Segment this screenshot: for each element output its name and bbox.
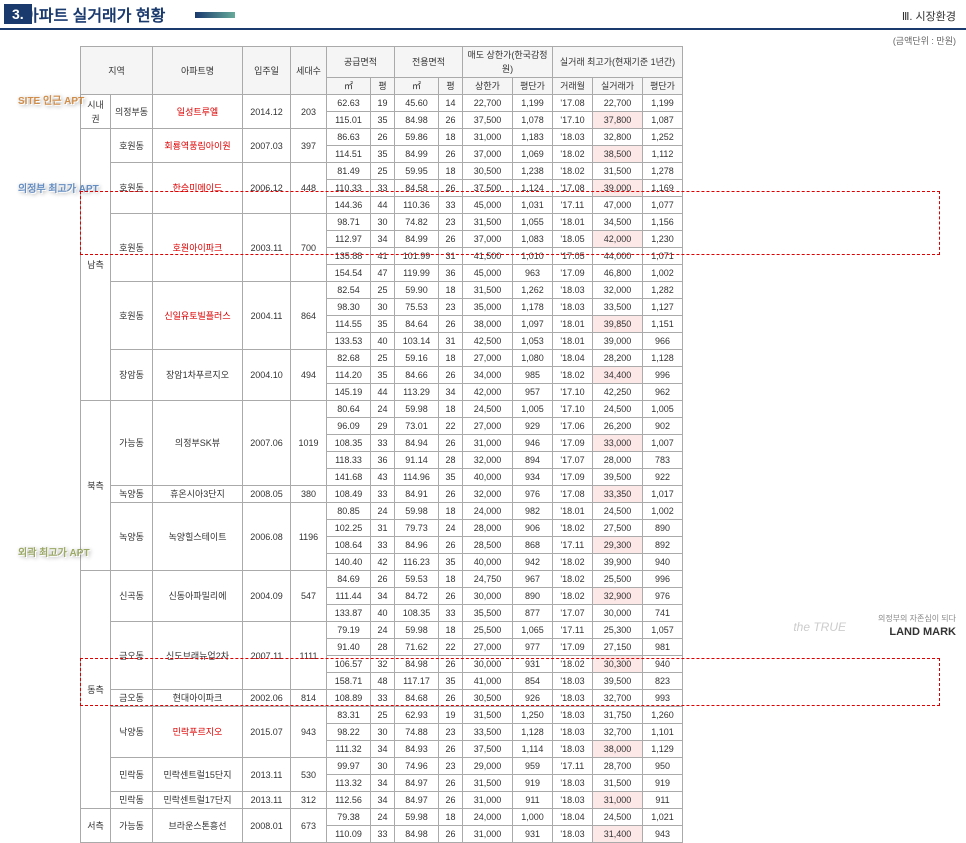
watermark-true: the TRUE xyxy=(793,620,846,634)
table-row: 호원동호원아이파크2003.1170098.713074.822331,5001… xyxy=(81,214,683,231)
table-row: 남측호원동회룡역풍림아이원2007.0339786.632659.861831,… xyxy=(81,129,683,146)
data-table: 지역아파트명입주일세대수공급면적전용면적매도 상한가(한국감정원)실거래 최고가… xyxy=(80,46,683,843)
table-row: 북측가능동의정부SK뷰2007.06101980.642459.981824,5… xyxy=(81,401,683,418)
badge-site: SITE 인근 APT xyxy=(10,88,92,111)
table-row: 시내권의정부동일성트루엘2014.1220362.631945.601422,7… xyxy=(81,95,683,112)
table-row: 낙양동민락푸르지오2015.0794383.312562.931931,5001… xyxy=(81,707,683,724)
watermark-brand: LAND MARK xyxy=(889,626,956,638)
table-row: 녹양동휴온시아3단지2008.05380108.493384.912632,00… xyxy=(81,486,683,503)
title-accent xyxy=(195,12,235,18)
table-row: 호원동한승미메이드2006.1244881.492559.951830,5001… xyxy=(81,163,683,180)
table-row: 서측가능동브라운스톤흥선2008.0167379.382459.981824,0… xyxy=(81,809,683,826)
table-row: 민락동민락센트럴15단지2013.1153099.973074.962329,0… xyxy=(81,758,683,775)
table-row: 장암동장암1차푸르지오2004.1049482.682559.161827,00… xyxy=(81,350,683,367)
section-label: Ⅲ. 시장환경 xyxy=(902,8,956,24)
badge-top-ujb: 의정부 최고가 APT xyxy=(10,176,107,199)
table-row: 금오동신도브래뉴업2차2007.11111179.192459.981825,5… xyxy=(81,622,683,639)
table-row: 녹양동녹양힐스테이트2006.08119680.852459.981824,00… xyxy=(81,503,683,520)
table-row: 호원동신일유토빌플러스2004.1186482.542559.901831,50… xyxy=(81,282,683,299)
page-title: 아파트 실거래가 현황 xyxy=(24,2,165,26)
badge-top-outer: 외곽 최고가 APT xyxy=(10,540,98,563)
table-row: 민락동민락센트럴17단지2013.11312112.563484.972631,… xyxy=(81,792,683,809)
table-row: 금오동현대아이파크2002.06814108.893384.682630,500… xyxy=(81,690,683,707)
watermark-kr: 의정부의 자존심이 되다 xyxy=(878,613,956,624)
unit-label: (금액단위 : 만원) xyxy=(893,34,956,47)
table-row: 동측신곡동신동아파밀리에2004.0954784.692659.531824,7… xyxy=(81,571,683,588)
